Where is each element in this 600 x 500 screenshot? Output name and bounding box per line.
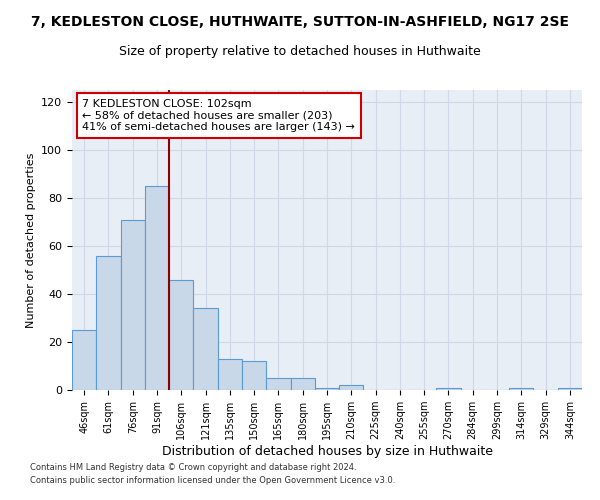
- Text: Size of property relative to detached houses in Huthwaite: Size of property relative to detached ho…: [119, 45, 481, 58]
- Bar: [96, 256, 121, 390]
- Bar: [193, 308, 218, 390]
- Bar: [72, 330, 96, 390]
- Bar: [315, 388, 339, 390]
- Bar: [145, 186, 169, 390]
- Text: Contains public sector information licensed under the Open Government Licence v3: Contains public sector information licen…: [30, 476, 395, 485]
- Bar: [218, 359, 242, 390]
- Y-axis label: Number of detached properties: Number of detached properties: [26, 152, 35, 328]
- Bar: [169, 280, 193, 390]
- Bar: [436, 388, 461, 390]
- Bar: [242, 361, 266, 390]
- X-axis label: Distribution of detached houses by size in Huthwaite: Distribution of detached houses by size …: [161, 445, 493, 458]
- Bar: [558, 388, 582, 390]
- Bar: [339, 385, 364, 390]
- Bar: [121, 220, 145, 390]
- Text: Contains HM Land Registry data © Crown copyright and database right 2024.: Contains HM Land Registry data © Crown c…: [30, 464, 356, 472]
- Text: 7 KEDLESTON CLOSE: 102sqm
← 58% of detached houses are smaller (203)
41% of semi: 7 KEDLESTON CLOSE: 102sqm ← 58% of detac…: [82, 99, 355, 132]
- Bar: [290, 378, 315, 390]
- Text: 7, KEDLESTON CLOSE, HUTHWAITE, SUTTON-IN-ASHFIELD, NG17 2SE: 7, KEDLESTON CLOSE, HUTHWAITE, SUTTON-IN…: [31, 15, 569, 29]
- Bar: [509, 388, 533, 390]
- Bar: [266, 378, 290, 390]
